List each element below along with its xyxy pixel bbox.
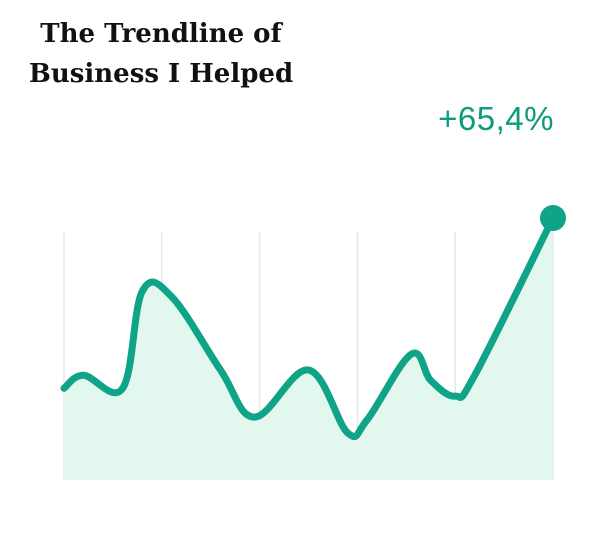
end-point-marker (540, 205, 566, 231)
chart-title-line: Business I Helped (28, 59, 294, 89)
chart-title-line: The Trendline of (40, 19, 282, 49)
change-percentage: +65,4% (438, 100, 554, 137)
chart-title: The Trendline of Business I Helped (26, 14, 296, 94)
trend-line (60, 214, 557, 441)
area-fill (64, 218, 553, 480)
